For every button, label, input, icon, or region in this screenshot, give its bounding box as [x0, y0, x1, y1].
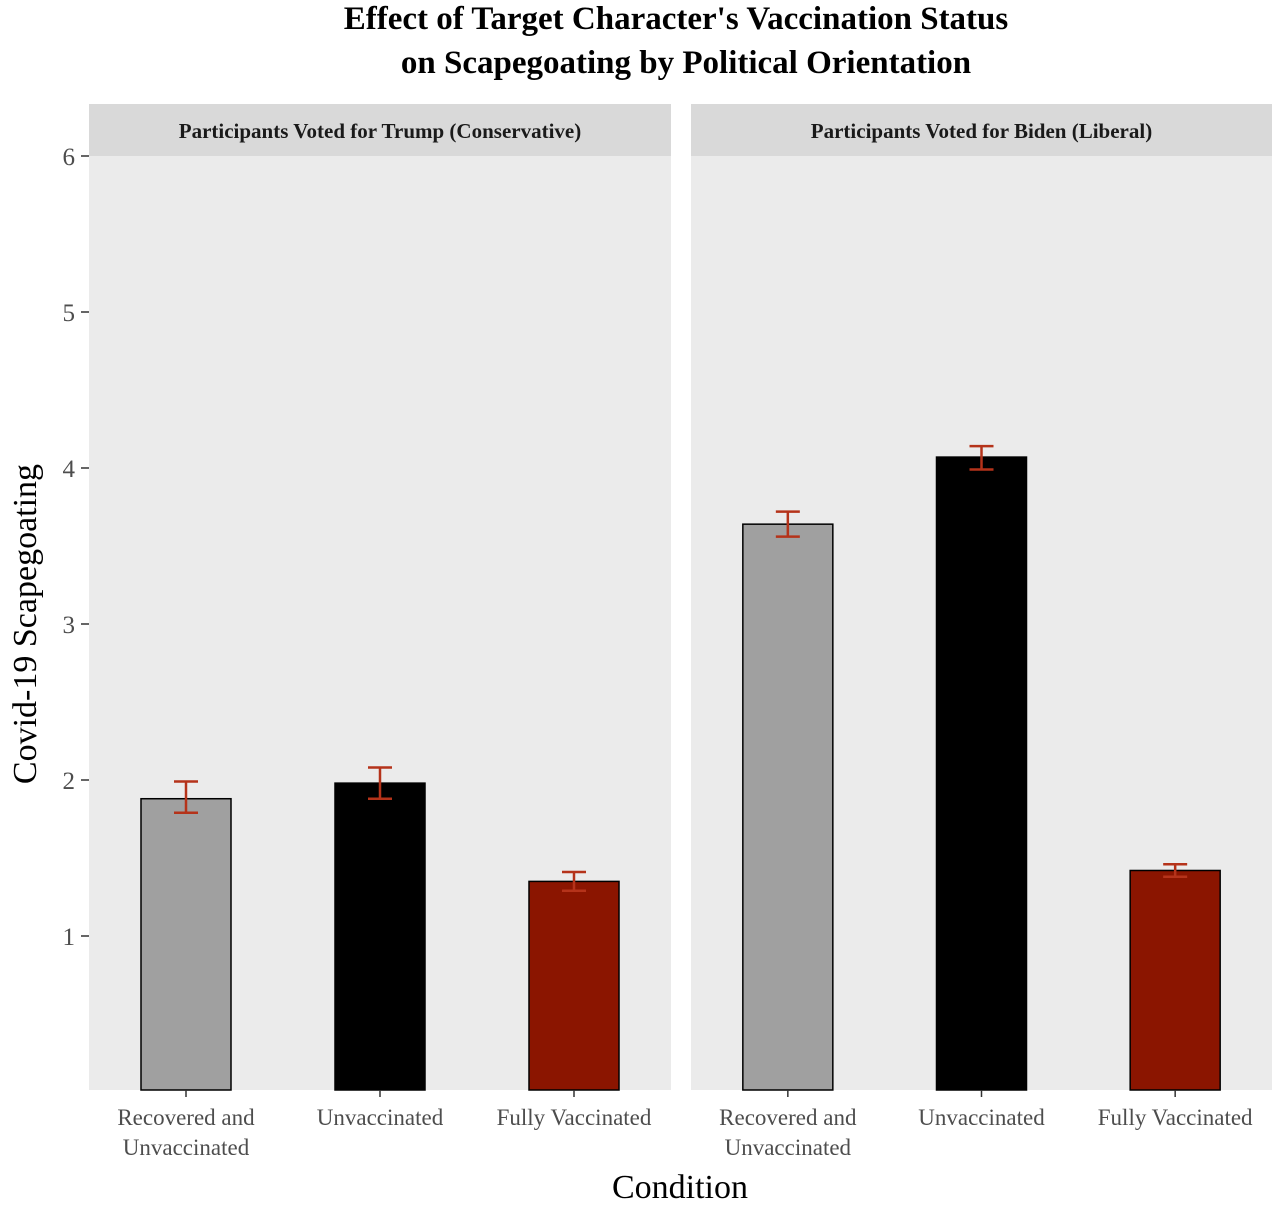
x-tick-label-2-1: Recovered and Unvaccinated	[719, 1105, 857, 1160]
y-tick-label-5: 5	[63, 300, 76, 327]
y-tick-label-1: 1	[63, 924, 76, 951]
facet-panel-2: Participants Voted for Biden (Liberal) Re…	[691, 104, 1272, 1160]
facet-panels: Participants Voted for Trump (Conservati…	[89, 104, 1272, 1160]
x-tick-label-1-3: Fully Vaccinated	[497, 1105, 652, 1130]
error-bar-2-2	[969, 444, 994, 471]
x-tick-label-line: Fully Vaccinated	[1098, 1105, 1253, 1130]
x-tick-label-line: Unvaccinated	[918, 1105, 1045, 1130]
bar-1-1	[140, 797, 232, 1091]
x-tick-label-2-3: Fully Vaccinated	[1098, 1105, 1253, 1130]
x-tick-label-1-2: Unvaccinated	[317, 1105, 444, 1130]
error-bar-1-3	[562, 870, 586, 893]
x-tick-label-line: Recovered and	[719, 1105, 857, 1130]
bar-2-1	[742, 523, 834, 1091]
x-tick-label-line: Unvaccinated	[725, 1135, 852, 1160]
x-tick-label-line: Recovered and	[117, 1105, 255, 1130]
facet-strip-label: Participants Voted for Trump (Conservati…	[179, 119, 581, 143]
error-bar-1-1	[174, 780, 198, 815]
facet-strip-label: Participants Voted for Biden (Liberal)	[811, 119, 1152, 143]
facet-panel-1: Participants Voted for Trump (Conservati…	[89, 104, 671, 1160]
chart-title-line-1: Effect of Target Character's Vaccination…	[344, 1, 1009, 37]
x-tick-label-line: Unvaccinated	[317, 1105, 444, 1130]
y-tick-label-4: 4	[63, 456, 76, 483]
facet-strip	[89, 104, 671, 156]
bar-2-2	[935, 456, 1028, 1091]
chart-title-line-2: on Scapegoating by Political Orientation	[401, 45, 971, 81]
error-bar-1-2	[368, 766, 392, 800]
error-bar-2-3	[1163, 862, 1188, 878]
y-tick-label-2: 2	[63, 768, 76, 795]
error-bar-2-1	[775, 510, 800, 538]
bar-1-2	[334, 782, 426, 1091]
bar-2-3	[1129, 869, 1221, 1091]
x-tick-label-line: Unvaccinated	[123, 1135, 250, 1160]
x-axis-title: Condition	[612, 1169, 748, 1206]
x-tick-label-1-1: Recovered and Unvaccinated	[117, 1105, 255, 1160]
x-tick-label-2-2: Unvaccinated	[918, 1105, 1045, 1130]
bar-1-3	[528, 880, 620, 1091]
y-axis: 1 2 3 4 5 6	[63, 144, 89, 951]
y-tick-label-6: 6	[63, 144, 76, 171]
y-axis-title: Covid-19 Scapegoating	[7, 464, 44, 784]
facet-strip	[691, 104, 1272, 156]
x-tick-label-line: Fully Vaccinated	[497, 1105, 652, 1130]
y-tick-label-3: 3	[63, 612, 76, 639]
